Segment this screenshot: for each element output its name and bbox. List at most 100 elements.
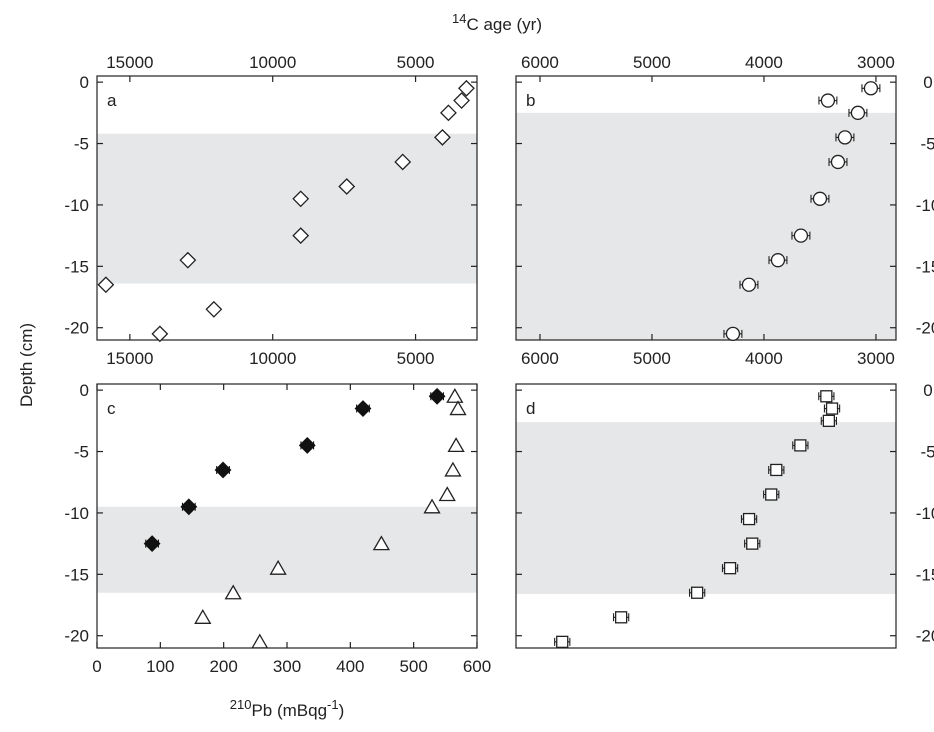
y-tick-label: -20 [916, 319, 934, 338]
point [830, 154, 846, 170]
x-tick-label: 6000 [521, 53, 559, 72]
point [690, 586, 704, 599]
x-tick-label: 5000 [397, 349, 435, 368]
x-tick-label: 5000 [633, 53, 671, 72]
point [447, 437, 465, 453]
plot-frame [515, 383, 897, 649]
x-tick-label: 200 [209, 657, 237, 676]
point [863, 81, 879, 96]
point [453, 92, 470, 109]
y-tick-label: -10 [64, 504, 89, 523]
y-tick-label: -20 [64, 319, 89, 338]
x-tick-label: 4000 [745, 53, 783, 72]
point [438, 486, 456, 502]
point [765, 488, 778, 501]
y-tick-label: -15 [916, 257, 934, 276]
point [354, 400, 372, 417]
x-tick-label: 600 [463, 657, 491, 676]
shaded-band [97, 506, 477, 593]
point [723, 562, 737, 575]
point [179, 251, 197, 269]
x-tick-label: 500 [399, 657, 427, 676]
point [741, 277, 757, 292]
x-tick-label: 4000 [745, 349, 783, 368]
y-tick-label: -10 [916, 504, 934, 523]
point [770, 463, 783, 477]
point [428, 387, 446, 405]
plot-frame [96, 75, 478, 341]
point [446, 387, 464, 403]
point [194, 609, 212, 624]
label-part: Pb (mBqg [251, 701, 327, 720]
point [812, 191, 828, 206]
point [440, 104, 457, 122]
x-tick-label: 3000 [857, 349, 895, 368]
point [180, 498, 198, 516]
point [837, 130, 853, 145]
label-part: 210 [230, 697, 252, 712]
top-x-axis-title: 14C age (yr) [452, 11, 542, 35]
point [97, 276, 115, 294]
y-tick-label: -5 [920, 135, 934, 154]
point [850, 105, 866, 120]
y-tick-label: -5 [74, 135, 89, 154]
x-tick-label: 100 [146, 657, 174, 676]
point [423, 498, 441, 514]
x-tick-label: 10000 [249, 349, 296, 368]
y-tick-label: -10 [916, 196, 934, 215]
y-tick-label: 0 [80, 73, 89, 92]
point [338, 178, 356, 195]
y-tick-label: 0 [80, 381, 89, 400]
x-tick-label: 5000 [397, 53, 435, 72]
point [394, 153, 412, 171]
x-tick-label: 15000 [106, 349, 153, 368]
point [820, 93, 836, 108]
panel-label: b [526, 91, 535, 110]
point [614, 611, 628, 624]
point [820, 390, 833, 403]
plot-frame [515, 75, 897, 341]
point [298, 436, 316, 454]
point [825, 402, 839, 415]
panel-label: c [107, 399, 116, 418]
panel-label: a [107, 91, 117, 110]
y-tick-label: 0 [923, 381, 932, 400]
point [292, 227, 310, 245]
point [556, 635, 569, 649]
point [251, 633, 269, 649]
point [449, 400, 467, 416]
x-tick-label: 15000 [106, 53, 153, 72]
x-tick-label: 6000 [521, 349, 559, 368]
x-tick-label: 5000 [633, 349, 671, 368]
label-part: C age (yr) [466, 15, 542, 34]
shaded-band [516, 422, 896, 594]
y-tick-label: -20 [916, 627, 934, 646]
point [205, 300, 223, 318]
point [822, 414, 836, 427]
shaded-band [516, 112, 896, 340]
x-tick-label: 300 [273, 657, 301, 676]
label-part: 14 [452, 11, 466, 26]
point [458, 79, 475, 97]
y-tick-label: -10 [64, 196, 89, 215]
shaded-band [97, 133, 477, 284]
x-tick-label: 0 [92, 657, 101, 676]
y-tick-label: -15 [916, 565, 934, 584]
point [746, 537, 759, 550]
y-tick-label: 0 [923, 73, 932, 92]
point [151, 325, 169, 343]
point [742, 512, 756, 526]
label-part: ) [339, 701, 345, 720]
point [434, 128, 451, 146]
x-tick-label: 10000 [249, 53, 296, 72]
x-tick-label: 3000 [857, 53, 895, 72]
y-axis-title: Depth (cm) [17, 323, 36, 407]
point [794, 439, 807, 452]
point [292, 190, 310, 208]
point [444, 461, 462, 477]
y-tick-label: -15 [64, 565, 89, 584]
point [224, 584, 242, 600]
point [372, 535, 390, 551]
y-tick-label: -20 [64, 627, 89, 646]
